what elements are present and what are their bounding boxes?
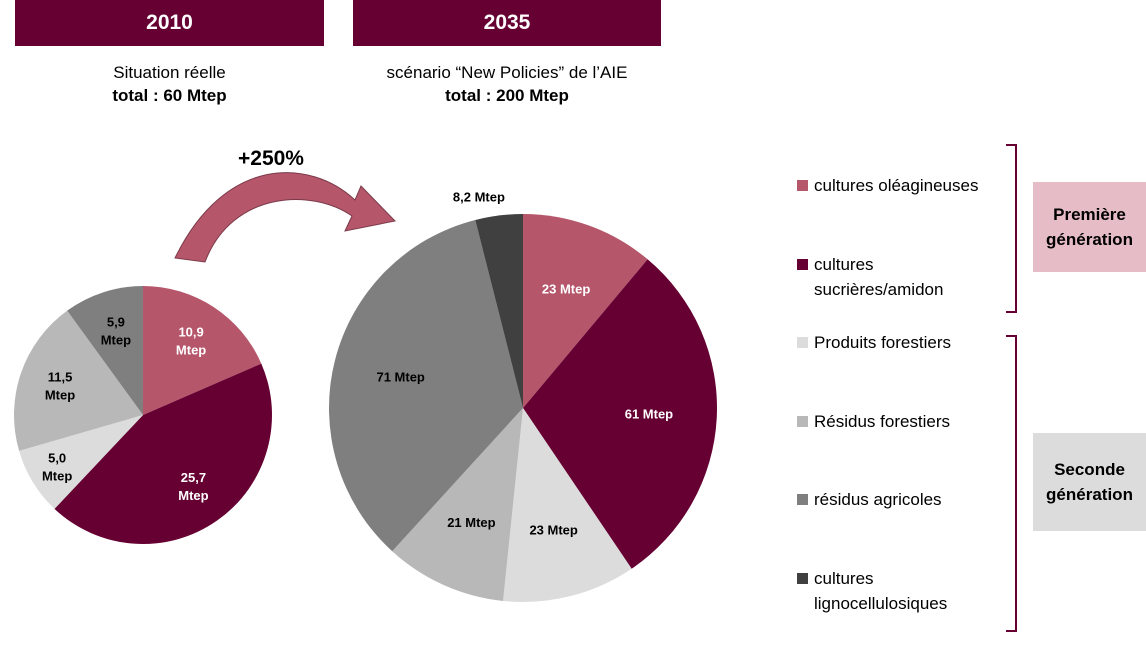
- pie-label: 5,0 Mtep: [42, 450, 72, 483]
- pie-slice-residus-agricoles: [328, 219, 523, 552]
- pie-label: 21 Mtep: [447, 515, 495, 530]
- pie-slice-cultures-sucrieres: [523, 259, 717, 569]
- pie-label: 23 Mtep: [542, 281, 590, 296]
- subtitle-2035-scenario: scénario “New Policies” de l’AIE: [386, 63, 628, 82]
- legend-label: Résidus forestiers: [814, 412, 951, 431]
- growth-arrow: [174, 172, 396, 263]
- pie-label: 71 Mtep: [376, 369, 424, 384]
- seconde-generation-box: Seconde génération: [1033, 433, 1146, 531]
- year-2035-header: 2035: [353, 0, 661, 46]
- legend-item-cultures-oleagineuses: cultures oléagineuses: [797, 173, 1014, 198]
- pie-label: 5,9 Mtep: [101, 315, 131, 348]
- legend-label: cultures sucrières/amidon: [814, 255, 944, 299]
- legend-item-residus-agricoles: résidus agricoles: [797, 487, 1014, 512]
- pie-slice-produits-forestiers: [503, 408, 632, 602]
- pie-slice-residus-forestiers: [13, 310, 143, 451]
- bracket-seconde-generation: [1006, 335, 1017, 632]
- pie-label: 10,9 Mtep: [176, 325, 206, 358]
- pie-slice-cultures-ligno: [475, 214, 523, 408]
- legend-swatch: [797, 573, 808, 584]
- legend-item-cultures-ligno: cultures lignocellulosiques: [797, 566, 964, 616]
- pie-2010: 10,9 Mtep 25,7 Mtep 5,0 Mtep 11,5 Mtep 5,9 Mtep: [13, 286, 273, 544]
- pie-label: 61 Mtep: [625, 406, 673, 421]
- pie-slice-cultures-sucrieres: [54, 363, 273, 544]
- growth-label: +250%: [238, 147, 304, 170]
- legend-swatch: [797, 494, 808, 505]
- subtitle-2010: Situation réelle total : 60 Mtep: [15, 61, 324, 107]
- subtitle-2035-total: total : 200 Mtep: [445, 86, 569, 105]
- subtitle-2010-total: total : 60 Mtep: [112, 86, 227, 105]
- subtitle-2035: scénario “New Policies” de l’AIE total :…: [353, 61, 661, 107]
- premiere-generation-box: Première génération: [1033, 182, 1146, 272]
- legend-label: cultures oléagineuses: [814, 176, 979, 195]
- pie-label: 8,2 Mtep: [453, 190, 505, 205]
- legend-label: résidus agricoles: [814, 490, 942, 509]
- legend-swatch: [797, 180, 808, 191]
- pie-slice-produits-forestiers: [19, 415, 144, 509]
- legend-item-cultures-sucrieres: cultures sucrières/amidon: [797, 252, 964, 302]
- pie-slice-cultures-oleagineuses: [143, 286, 262, 415]
- subtitle-2010-situation: Situation réelle: [113, 63, 226, 82]
- bracket-premiere-generation: [1006, 144, 1017, 313]
- pie-2035: 23 Mtep 61 Mtep 23 Mtep 21 Mtep 71 Mtep 8,2 M…: [328, 190, 717, 602]
- pie-label: 25,7 Mtep: [178, 470, 208, 503]
- year-2010-header: 2010: [15, 0, 324, 46]
- legend-label: Produits forestiers: [814, 333, 951, 352]
- legend-item-produits-forestiers: Produits forestiers: [797, 330, 1014, 355]
- pie-label: 11,5 Mtep: [45, 370, 75, 403]
- pie-slice-residus-agricoles: [67, 286, 143, 415]
- legend-swatch: [797, 337, 808, 348]
- legend-swatch: [797, 259, 808, 270]
- legend-label: cultures lignocellulosiques: [814, 569, 948, 613]
- pie-slice-cultures-oleagineuses: [523, 214, 648, 408]
- legend-swatch: [797, 416, 808, 427]
- pie-label: 23 Mtep: [529, 522, 577, 537]
- legend-item-residus-forestiers: Résidus forestiers: [797, 409, 1014, 434]
- pie-slice-residus-forestiers: [392, 408, 523, 601]
